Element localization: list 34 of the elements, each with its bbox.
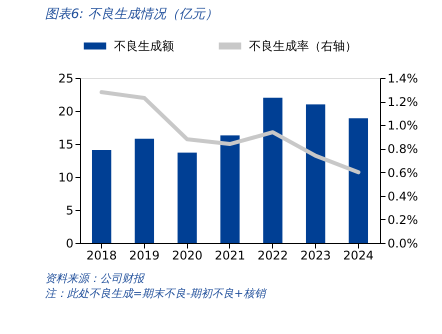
y2-tick-label: 0.2% xyxy=(388,212,418,227)
y-tick-label: 15 xyxy=(58,138,74,152)
y2-tick-label: 1.2% xyxy=(388,95,418,110)
y2-tick-label: 0.4% xyxy=(388,189,418,204)
y-tick-label: 10 xyxy=(58,170,74,184)
y2-tick-label: 0.8% xyxy=(388,142,418,156)
line-series xyxy=(100,90,360,174)
y2-tick-label: 0.6% xyxy=(388,166,418,180)
y2-tick-label: 1.0% xyxy=(388,118,418,133)
y2-tick-label: 1.4% xyxy=(388,72,418,86)
x-tick-label: 2022 xyxy=(258,248,288,262)
y-tick-label: 25 xyxy=(58,72,74,86)
y-tick-label: 0 xyxy=(66,236,74,250)
x-tick-label: 2020 xyxy=(172,248,202,262)
y-tick-label: 5 xyxy=(66,204,74,218)
text: 资料来源：公司财报 xyxy=(45,272,145,285)
y-tick-label: 20 xyxy=(58,104,74,118)
text: 注：此处不良生成=期末不良-期初不良+核销 xyxy=(45,287,268,300)
x-tick-label: 2019 xyxy=(129,248,160,262)
bar xyxy=(220,135,240,243)
y2-tick-label: 0.0% xyxy=(388,236,418,250)
bar xyxy=(92,150,112,243)
x-tick-label: 2021 xyxy=(214,248,246,262)
bar xyxy=(306,104,326,243)
bar xyxy=(134,138,154,243)
legend-label: 不良生成额 xyxy=(114,39,174,53)
legend-label: 不良生成率（右轴） xyxy=(249,39,357,53)
x-tick-label: 2018 xyxy=(86,248,117,262)
x-tick-label: 2023 xyxy=(300,248,331,262)
chart-title: 图表6: 不良生成情况（亿元） xyxy=(45,7,218,22)
bar xyxy=(263,98,282,243)
bar xyxy=(348,118,368,243)
x-tick-label: 2024 xyxy=(343,248,374,262)
bar xyxy=(178,152,197,243)
